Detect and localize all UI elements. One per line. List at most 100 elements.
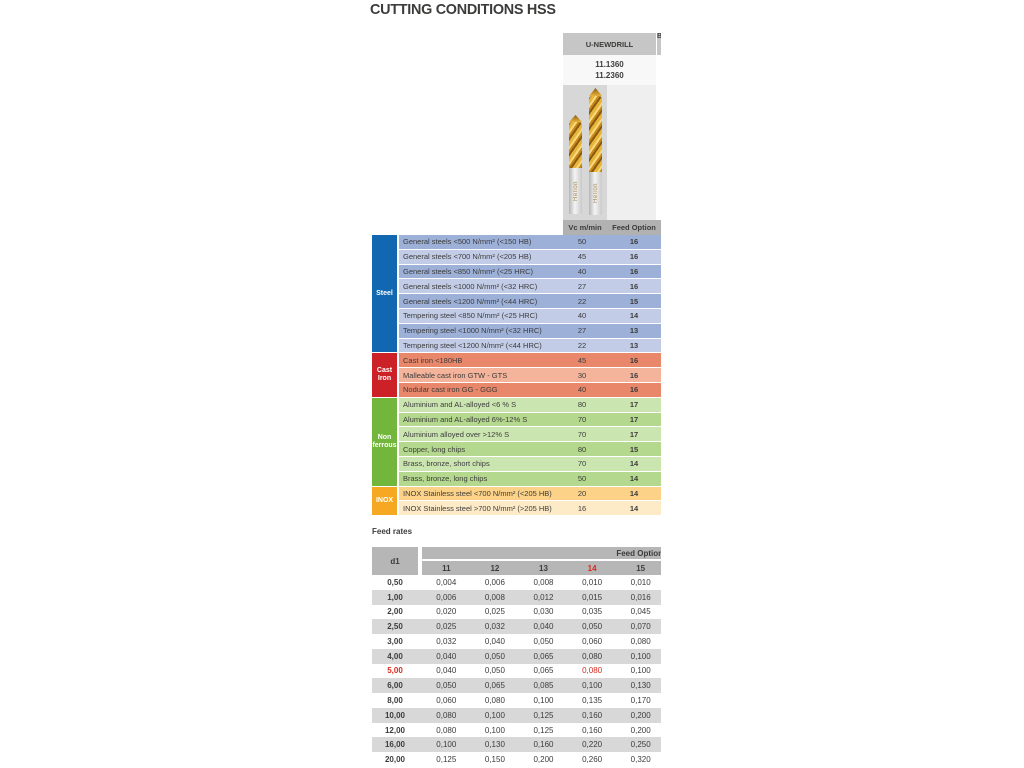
material-name: General steels <1000 N/mm² (<32 HRC) [403,281,538,291]
feed-rates-title: Feed rates [372,527,413,536]
product-code-1: 11.1360 [595,60,624,69]
feed-rate-value: 0,130 [484,740,505,750]
material-row: Brass, bronze, long chips 50 14 [399,471,661,487]
feed-rate-value: 0,125 [533,725,554,735]
d1-value: 20,00 [384,755,406,765]
feed-rate-value: 0,320 [630,755,651,765]
vc-value: 50 [577,474,587,484]
feed-rate-value: 0,065 [533,651,554,661]
feed-option-value: 14 [629,488,639,498]
feed-option-span-header: Feed Option [422,547,661,559]
feed-rate-value: 0,006 [436,592,457,602]
d1-value: 4,00 [387,651,403,661]
material-row: Aluminium alloyed over >12% S 70 17 [399,427,661,443]
vc-value: 70 [577,459,587,469]
vc-value: 50 [577,237,587,247]
feed-rate-value: 0,080 [436,725,457,735]
feed-rate-value: 0,032 [484,622,505,632]
material-row: Nodular cast iron GG - GGG 40 16 [399,383,661,398]
feed-option-value: 17 [629,429,639,439]
feed-rate-value: 0,170 [630,696,651,706]
material-row: Malleable cast iron GTW - GTS 30 16 [399,368,661,383]
feed-rate-value: 0,040 [533,622,554,632]
feed-rate-row: 3,00 0,032 0,040 0,050 0,060 0,080 [372,634,661,649]
material-row: Tempering steel <850 N/mm² (<25 HRC) 40 14 [399,309,661,324]
feed-rate-value: 0,250 [630,740,651,750]
feed-rate-value: 0,045 [630,607,651,617]
feed-option-column-15: 15 [636,563,646,573]
d1-value: 10,00 [384,710,406,720]
page-title: CUTTING CONDITIONS HSS [370,1,556,18]
feed-rate-value: 0,020 [436,607,457,617]
feed-rate-row: 2,00 0,020 0,025 0,030 0,035 0,045 [372,605,661,620]
feed-rate-value: 0,080 [582,651,603,661]
product-codes: 11.1360 11.2360 [563,55,656,85]
material-row: Copper, long chips 80 15 [399,442,661,457]
feed-rate-value: 0,100 [630,666,651,676]
feed-option-value: 17 [629,400,639,410]
material-name: INOX Stainless steel <700 N/mm² (<205 HB… [403,488,552,498]
material-name: Nodular cast iron GG - GGG [403,385,498,395]
drill-flutes [569,122,582,168]
feed-rate-value: 0,160 [582,710,603,720]
feed-rate-value: 0,100 [582,681,603,691]
drill-tip-icon [589,88,602,96]
brand-label: Helion [592,183,599,204]
feed-rate-row: 0,50 0,004 0,006 0,008 0,010 0,010 [372,575,661,590]
feed-option-value: 14 [629,503,639,513]
feed-rate-value: 0,015 [582,592,603,602]
feed-rate-value: 0,200 [630,725,651,735]
material-name: General steels <1200 N/mm² (<44 HRC) [403,296,538,306]
feed-rate-value: 0,032 [436,636,457,646]
vc-value: 27 [577,281,587,291]
brand-label: Helion [572,180,579,201]
feed-rate-value: 0,030 [533,607,554,617]
vc-value: 45 [577,252,587,262]
material-row: General steels <1200 N/mm² (<44 HRC) 22 15 [399,294,661,309]
vc-value: 45 [577,355,587,365]
feed-rate-value: 0,050 [582,622,603,632]
product-code-2: 11.2360 [595,71,624,80]
feed-rate-row: 8,00 0,060 0,080 0,100 0,135 0,170 [372,693,661,708]
feed-option-value: 16 [629,252,639,262]
drill-shank: Helion [569,168,582,214]
material-name: General steels <500 N/mm² (<150 HB) [403,237,532,247]
drill-photo-background: Helion Helion [563,85,607,220]
feed-rate-value: 0,200 [630,710,651,720]
d1-value: 8,00 [387,696,403,706]
feed-rate-row: 4,00 0,040 0,050 0,065 0,080 0,100 [372,648,661,664]
drill-bit-long: Helion [589,88,602,215]
feed-option-value: 16 [629,281,639,291]
feed-option-column-numbers: 11 12 13 14 15 [422,561,661,575]
vc-value: 16 [577,503,587,513]
material-row: INOX Stainless steel >700 N/mm² (>205 HB… [399,501,661,517]
feed-rate-value: 0,100 [630,651,651,661]
vc-value: 40 [577,311,587,321]
drill-flutes [589,96,602,172]
feed-option-value: 14 [629,474,639,484]
vc-value: 40 [577,266,587,276]
material-row: Brass, bronze, short chips 70 14 [399,457,661,472]
feed-rate-row: 5,00 0,040 0,050 0,065 0,080 0,100 [372,664,661,679]
d1-value: 2,00 [387,607,403,617]
material-name: Tempering steel <850 N/mm² (<25 HRC) [403,311,538,321]
material-row: General steels <850 N/mm² (<25 HRC) 40 16 [399,264,661,280]
feed-rate-value: 0,010 [630,577,651,587]
feed-option-value: 15 [629,296,639,306]
drill-tip-icon [569,115,582,122]
feed-rate-value: 0,135 [582,696,603,706]
feed-rate-value: 0,080 [630,636,651,646]
vc-header: Vc m/min [568,223,602,232]
feed-rate-value: 0,004 [436,577,457,587]
feed-rate-value: 0,050 [484,651,505,661]
adjacent-column-sliver: B [657,33,661,55]
material-row: General steels <500 N/mm² (<150 HB) 50 16 [399,235,661,250]
feed-rate-value: 0,008 [533,577,554,587]
d1-value: 1,00 [387,592,403,602]
feed-rate-row: 12,00 0,080 0,100 0,125 0,160 0,200 [372,723,661,738]
feed-option-value: 13 [629,340,639,350]
vc-value: 80 [577,400,587,410]
feed-rate-value: 0,035 [582,607,603,617]
d1-value: 0,50 [387,577,403,587]
